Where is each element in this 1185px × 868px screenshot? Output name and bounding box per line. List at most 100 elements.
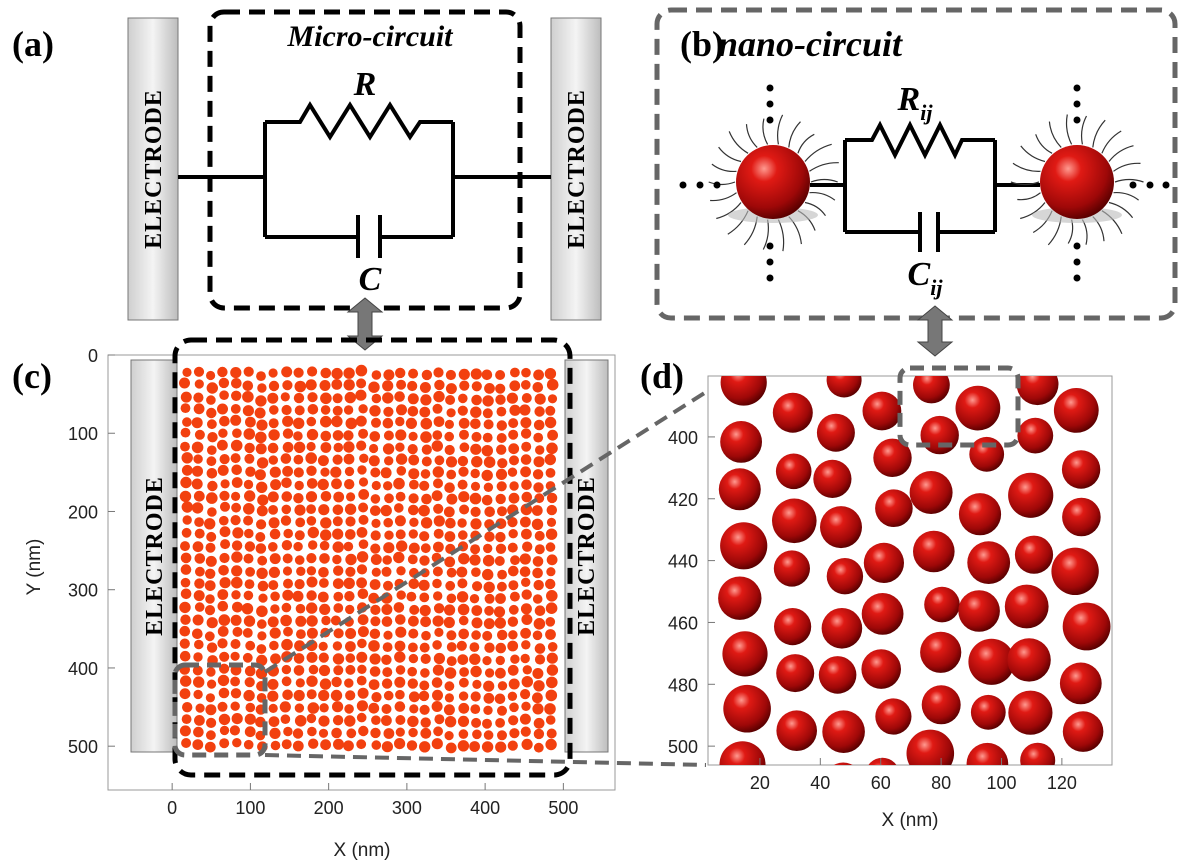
- particle: [432, 640, 442, 650]
- particle: [395, 690, 405, 700]
- particle: [333, 516, 343, 526]
- electrode-label: ELECTRODE: [141, 89, 167, 249]
- particle: [445, 420, 454, 429]
- particle: [207, 680, 216, 689]
- ligand: [1017, 193, 1040, 200]
- particle: [395, 701, 406, 712]
- particle: [318, 567, 329, 578]
- particle: [498, 681, 507, 690]
- particle: [307, 577, 318, 588]
- particle: [533, 680, 544, 691]
- particle: [396, 453, 407, 464]
- particle: [358, 614, 369, 625]
- particle: [372, 481, 381, 490]
- particle: [307, 417, 317, 427]
- particle: [231, 404, 241, 414]
- particle: [445, 716, 456, 727]
- particle: [356, 378, 366, 388]
- dot: [767, 85, 774, 92]
- particle: [232, 540, 242, 550]
- particle: [194, 517, 204, 527]
- particle: [357, 527, 368, 538]
- particle: [434, 416, 445, 427]
- particle: [447, 656, 457, 666]
- particle: [408, 393, 419, 404]
- particle: [446, 456, 457, 467]
- sphere: [827, 363, 862, 398]
- particle: [457, 654, 468, 665]
- ligand: [763, 119, 768, 145]
- particle: [534, 456, 545, 467]
- particle: [546, 602, 558, 614]
- particle: [243, 653, 253, 663]
- particle: [395, 417, 404, 426]
- x-axis-title: X (nm): [334, 840, 391, 861]
- particle: [194, 367, 204, 377]
- particle: [444, 557, 455, 568]
- particle: [419, 580, 430, 591]
- particle: [231, 590, 240, 599]
- particle: [457, 578, 467, 588]
- particle: [433, 478, 443, 488]
- particle: [207, 419, 217, 429]
- particle: [207, 507, 217, 517]
- particle: [535, 445, 544, 454]
- ligand: [1068, 220, 1072, 244]
- particle: [345, 516, 355, 526]
- particle: [231, 615, 242, 626]
- particle: [182, 714, 192, 724]
- particle: [420, 643, 430, 653]
- particle: [344, 454, 355, 465]
- particle: [522, 676, 533, 687]
- particle: [458, 716, 469, 727]
- particle: [520, 714, 531, 725]
- particle: [232, 602, 243, 613]
- particle: [281, 453, 292, 464]
- ligand: [810, 163, 839, 172]
- particle: [445, 581, 455, 591]
- particle: [357, 676, 367, 686]
- particle: [383, 418, 394, 429]
- particle: [484, 483, 493, 492]
- particle: [195, 567, 205, 577]
- particle: [282, 505, 292, 515]
- particle: [306, 615, 317, 626]
- particle: [219, 614, 231, 626]
- particle: [395, 368, 405, 378]
- particle: [205, 631, 215, 641]
- particle: [409, 529, 418, 538]
- particle: [532, 668, 543, 679]
- particle: [358, 429, 368, 439]
- sphere: [819, 656, 857, 694]
- particle: [181, 738, 191, 748]
- particle: [345, 641, 356, 652]
- particle: [306, 491, 317, 502]
- particle: [420, 668, 430, 678]
- particle: [510, 592, 520, 602]
- particle: [484, 532, 494, 542]
- particle: [282, 416, 293, 427]
- particle: [231, 440, 243, 452]
- dot: [767, 243, 774, 250]
- particle: [358, 589, 369, 600]
- particle: [508, 741, 518, 751]
- particle: [307, 442, 316, 451]
- particle: [519, 404, 530, 415]
- particle: [296, 567, 305, 576]
- particle: [445, 531, 456, 542]
- particle: [460, 442, 470, 452]
- particle: [432, 701, 443, 712]
- particle: [523, 665, 532, 674]
- particle: [180, 675, 191, 686]
- sphere: [721, 359, 767, 405]
- particle: [522, 739, 533, 750]
- particle: [294, 505, 305, 516]
- particle: [293, 728, 303, 738]
- particle: [459, 505, 469, 515]
- particle: [294, 467, 304, 477]
- particle: [497, 433, 507, 443]
- particle: [484, 643, 494, 653]
- particle: [509, 380, 520, 391]
- particle: [497, 706, 507, 716]
- particle: [533, 631, 543, 641]
